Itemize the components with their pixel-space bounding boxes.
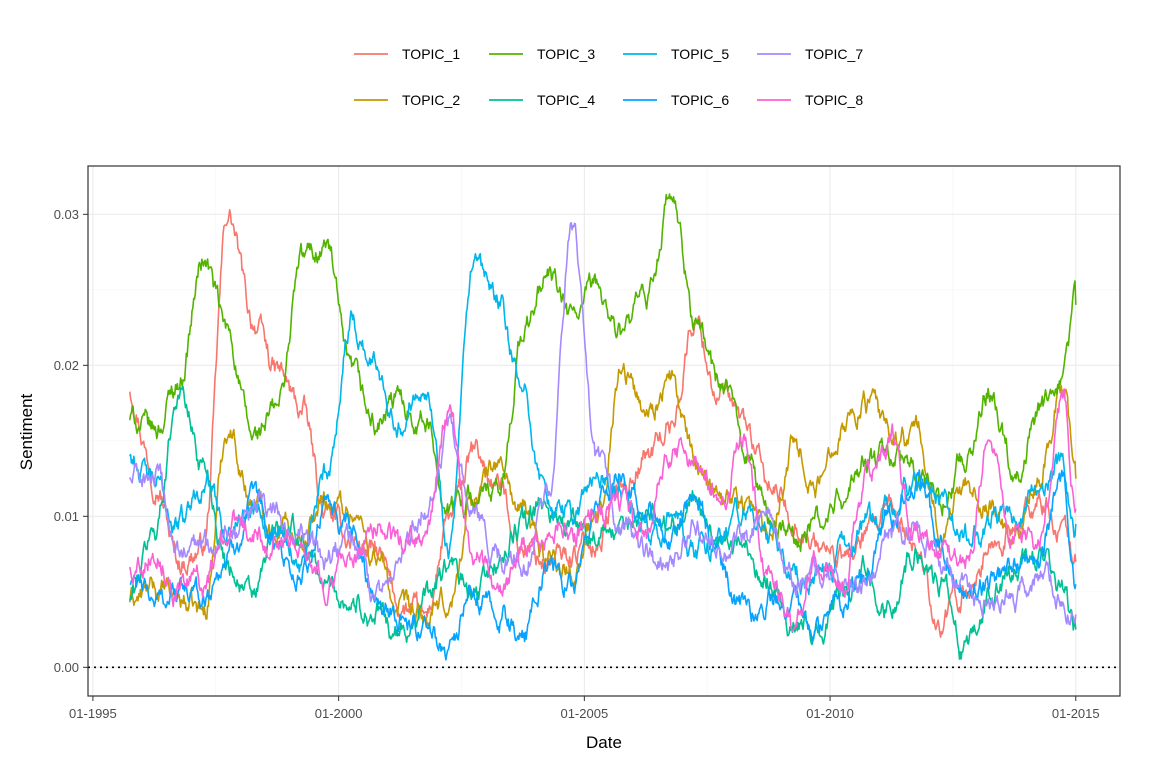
series-line-topic_3 bbox=[129, 193, 1077, 553]
series-line-topic_5 bbox=[129, 252, 1077, 596]
x-tick-label: 01-2015 bbox=[1052, 706, 1100, 721]
legend-label-topic_3: TOPIC_3 bbox=[537, 46, 595, 62]
legend-label-topic_7: TOPIC_7 bbox=[805, 46, 863, 62]
series-line-topic_4 bbox=[129, 385, 1077, 660]
series-line-topic_2 bbox=[129, 362, 1077, 629]
legend-label-topic_5: TOPIC_5 bbox=[671, 46, 729, 62]
x-tick-label: 01-1995 bbox=[69, 706, 117, 721]
legend-label-topic_8: TOPIC_8 bbox=[805, 92, 863, 108]
y-axis-title: Sentiment bbox=[17, 393, 36, 470]
legend-label-topic_1: TOPIC_1 bbox=[402, 46, 460, 62]
legend: TOPIC_1 TOPIC_2 TOPIC_3 TOPIC_4 TOPIC_5 TOPIC… bbox=[354, 46, 863, 108]
y-tick-label: 0.02 bbox=[54, 358, 79, 373]
series-line-topic_1 bbox=[129, 209, 1077, 638]
series-line-topic_8 bbox=[129, 388, 1077, 633]
legend-label-topic_6: TOPIC_6 bbox=[671, 92, 729, 108]
series-line-topic_7 bbox=[129, 221, 1077, 626]
x-tick-label: 01-2005 bbox=[560, 706, 608, 721]
y-tick-label: 0.03 bbox=[54, 207, 79, 222]
x-tick-label: 01-2010 bbox=[806, 706, 854, 721]
series-layer bbox=[129, 193, 1077, 661]
axes-layer: 01-1995 01-2000 01-2005 01-2010 01-2015 0.00 0… bbox=[54, 165, 1121, 721]
legend-label-topic_2: TOPIC_2 bbox=[402, 92, 460, 108]
series-line-topic_6 bbox=[129, 469, 1077, 661]
y-tick-label: 0.01 bbox=[54, 509, 79, 524]
x-tick-label: 01-2000 bbox=[315, 706, 363, 721]
plot-panel bbox=[88, 166, 1120, 696]
legend-label-topic_4: TOPIC_4 bbox=[537, 92, 595, 108]
panel-border bbox=[87, 165, 1121, 697]
x-axis-title: Date bbox=[586, 733, 622, 752]
y-tick-label: 0.00 bbox=[54, 660, 79, 675]
